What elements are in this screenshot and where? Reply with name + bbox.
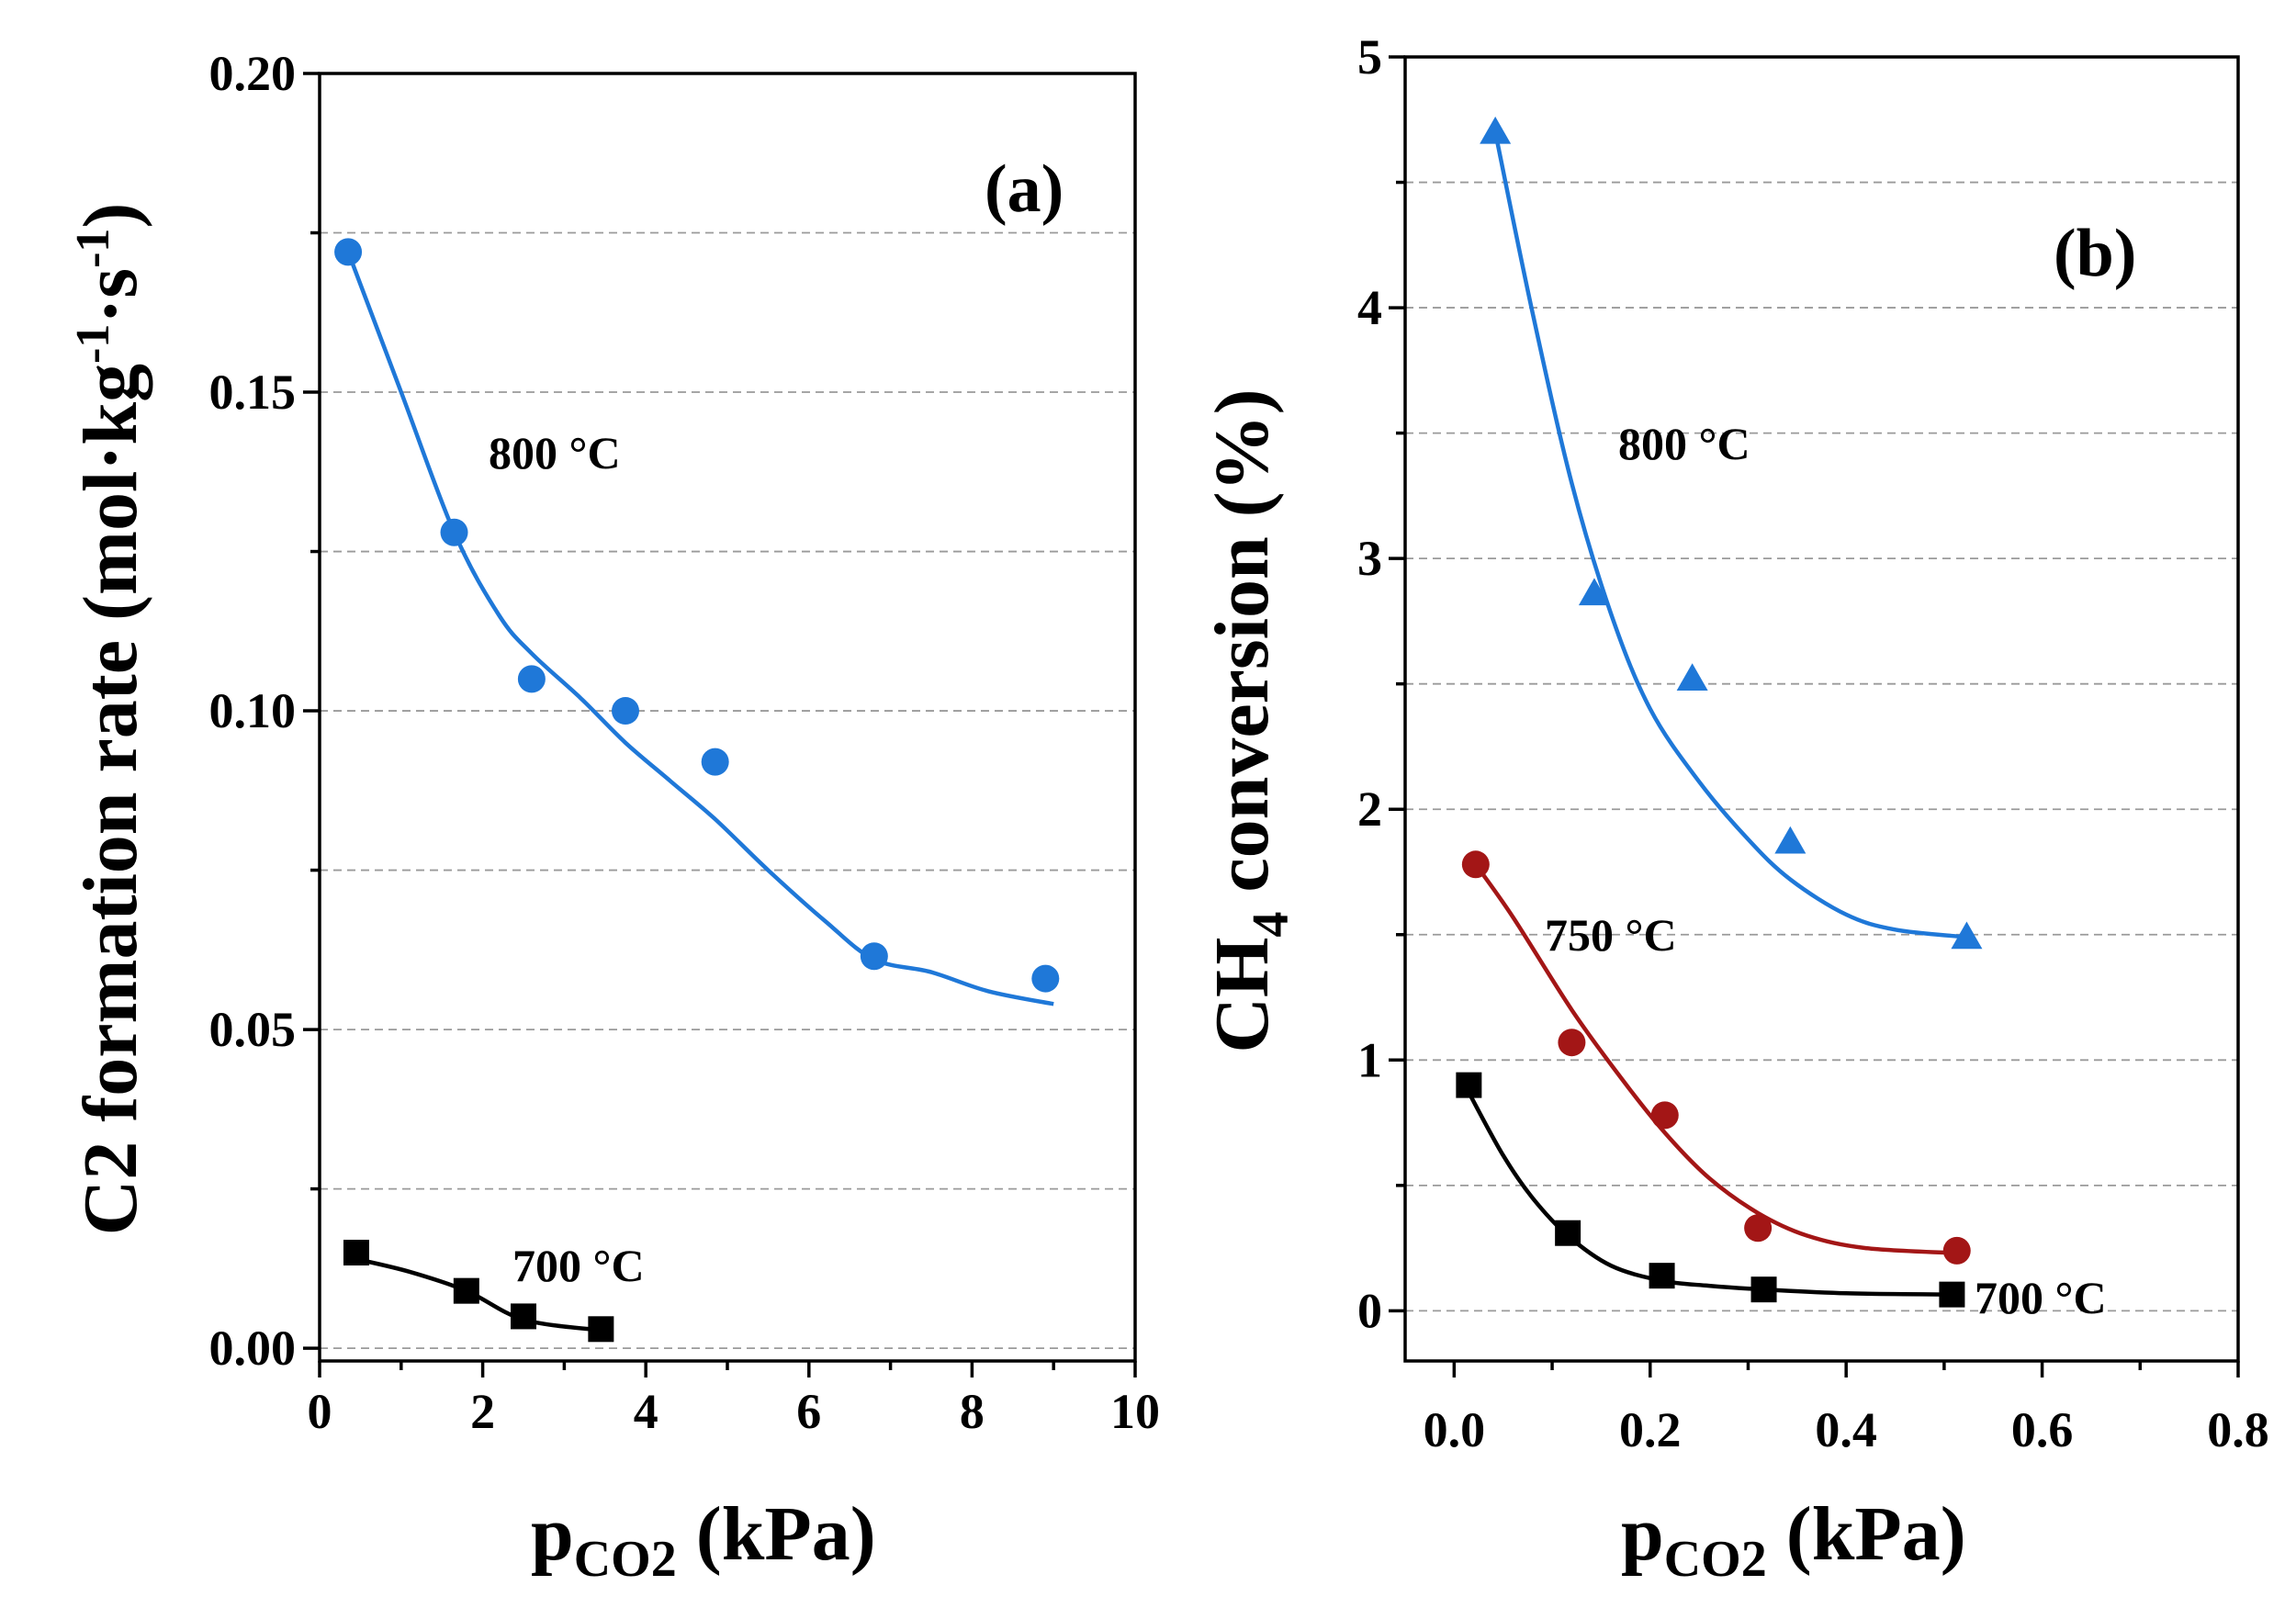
b-point-700-2 [1649, 1263, 1675, 1289]
a-point-700-1 [453, 1277, 479, 1304]
panel-b-y-axis-title-main: CH [1199, 938, 1285, 1053]
panel-b-x-axis-title-main: p [1621, 1491, 1664, 1577]
a-point-800-5 [860, 942, 888, 971]
b-fit-line-700 [1467, 1091, 1953, 1297]
a-x-tick-label-2: 4 [634, 1384, 658, 1439]
a-point-700-3 [588, 1316, 614, 1343]
panel-b-y-axis-title-sub: 4 [1243, 912, 1300, 938]
b-point-700-1 [1555, 1220, 1581, 1246]
panel-b-annotation-800: 800 °C [1618, 418, 1750, 469]
a-y-tick-label-3: 0.15 [209, 365, 297, 420]
panel-b-ticks: 0.0 0.2 0.4 0.6 0.8 0 1 2 3 4 5 [1357, 29, 2269, 1457]
b-point-750-2 [1650, 1101, 1679, 1130]
panel-a-gridlines [320, 231, 1135, 1350]
b-point-750-4 [1942, 1236, 1971, 1265]
panel-a-data-points [334, 238, 1060, 1343]
panel-a-annotation-800: 800 °C [489, 427, 621, 478]
panel-b-fit-lines [1467, 131, 1967, 1297]
a-point-800-0 [334, 238, 363, 266]
b-point-700-0 [1456, 1072, 1482, 1098]
b-point-700-4 [1939, 1281, 1965, 1308]
a-x-tick-label-1: 2 [470, 1384, 495, 1439]
panel-b-gridlines [1405, 181, 2238, 1312]
a-x-tick-label-0: 0 [308, 1384, 332, 1439]
a-x-tick-label-3: 6 [796, 1384, 821, 1439]
b-x-tick-label-1: 0.2 [1619, 1402, 1682, 1457]
a-x-tick-label-4: 8 [960, 1384, 985, 1439]
a-point-800-2 [517, 665, 546, 693]
panel-b-y-axis-title-post: conversion (%) [1199, 388, 1285, 911]
panel-a-x-axis-title-sub: CO2 [574, 1531, 677, 1588]
panel-a-fit-lines [345, 251, 1054, 1333]
a-point-800-6 [1031, 964, 1060, 993]
b-point-700-3 [1750, 1276, 1777, 1303]
b-fit-line-800 [1492, 131, 1967, 939]
b-y-tick-label-2: 2 [1357, 782, 1382, 837]
a-point-800-4 [701, 748, 729, 776]
a-y-tick-label-2: 0.10 [209, 683, 297, 738]
a-fit-line-800 [345, 251, 1054, 1006]
panel-b-data-points [1456, 116, 1983, 1308]
panel-a-plot-frame [318, 72, 1137, 1363]
b-point-750-1 [1558, 1029, 1586, 1057]
b-y-tick-label-4: 4 [1357, 280, 1382, 335]
b-x-tick-label-2: 0.4 [1815, 1402, 1877, 1457]
a-y-tick-label-4: 0.20 [209, 46, 297, 101]
panel-b-annotation-750: 750 °C [1545, 909, 1677, 961]
b-y-tick-label-3: 3 [1357, 531, 1382, 586]
panel-a-y-axis-title-main: C2 formation rate (mol·kg [68, 364, 153, 1235]
panel-a-y-axis-title-sup1: -1 [67, 324, 119, 364]
panel-a-annotation-700: 700 °C [512, 1240, 645, 1291]
panel-a-label: (a) [985, 152, 1064, 227]
b-x-tick-label-3: 0.6 [2011, 1402, 2074, 1457]
panel-b-annotation-700: 700 °C [1975, 1272, 2107, 1323]
panel-b-x-axis-title: pCO2 (kPa) [1621, 1491, 1966, 1588]
panel-b-y-axis-title: CH4 conversion (%) [1199, 388, 1300, 1052]
b-point-800-2 [1676, 663, 1708, 691]
b-y-tick-label-0: 0 [1357, 1283, 1382, 1338]
b-point-750-0 [1461, 850, 1490, 879]
panel-a-x-axis-title-main: p [531, 1491, 574, 1577]
panel-a-x-axis-title-unit: (kPa) [677, 1491, 876, 1577]
a-point-800-1 [440, 518, 468, 546]
panel-a-y-axis-title-sup2: -1 [67, 229, 119, 268]
panel-a-y-axis-title: C2 formation rate (mol·kg-1·s-1) [67, 203, 153, 1236]
b-y-tick-label-1: 1 [1357, 1032, 1382, 1087]
b-point-800-4 [1951, 921, 1983, 950]
panel-a-x-axis-title: pCO2 (kPa) [531, 1491, 876, 1588]
a-point-800-3 [612, 697, 639, 725]
panel-b-x-axis-title-unit: (kPa) [1767, 1491, 1966, 1577]
panel-a-chart: 0 2 4 6 8 10 0.00 0.05 0.10 0.15 0.20 (a) 800 °C 7… [67, 46, 1160, 1588]
b-point-800-3 [1774, 826, 1806, 854]
panel-b-x-axis-title-sub: CO2 [1664, 1531, 1767, 1588]
a-y-tick-label-0: 0.00 [209, 1321, 297, 1376]
a-point-700-2 [511, 1303, 536, 1330]
b-x-tick-label-0: 0.0 [1424, 1402, 1486, 1457]
panel-b-plot-frame [1403, 55, 2240, 1363]
panel-b-label: (b) [2054, 216, 2136, 291]
a-y-tick-label-1: 0.05 [209, 1002, 297, 1057]
b-fit-line-750 [1473, 862, 1957, 1255]
b-y-tick-label-5: 5 [1357, 29, 1382, 84]
b-point-800-1 [1578, 578, 1610, 606]
panel-a-y-axis-title-mid: ·s [68, 268, 153, 324]
a-point-700-0 [343, 1240, 369, 1266]
b-point-750-3 [1744, 1214, 1773, 1243]
panel-a-y-axis-title-end: ) [68, 203, 153, 229]
a-x-tick-label-5: 10 [1110, 1384, 1160, 1439]
b-x-tick-label-4: 0.8 [2207, 1402, 2269, 1457]
panel-a-ticks: 0 2 4 6 8 10 0.00 0.05 0.10 0.15 0.20 [209, 46, 1161, 1439]
b-point-800-0 [1480, 116, 1512, 144]
